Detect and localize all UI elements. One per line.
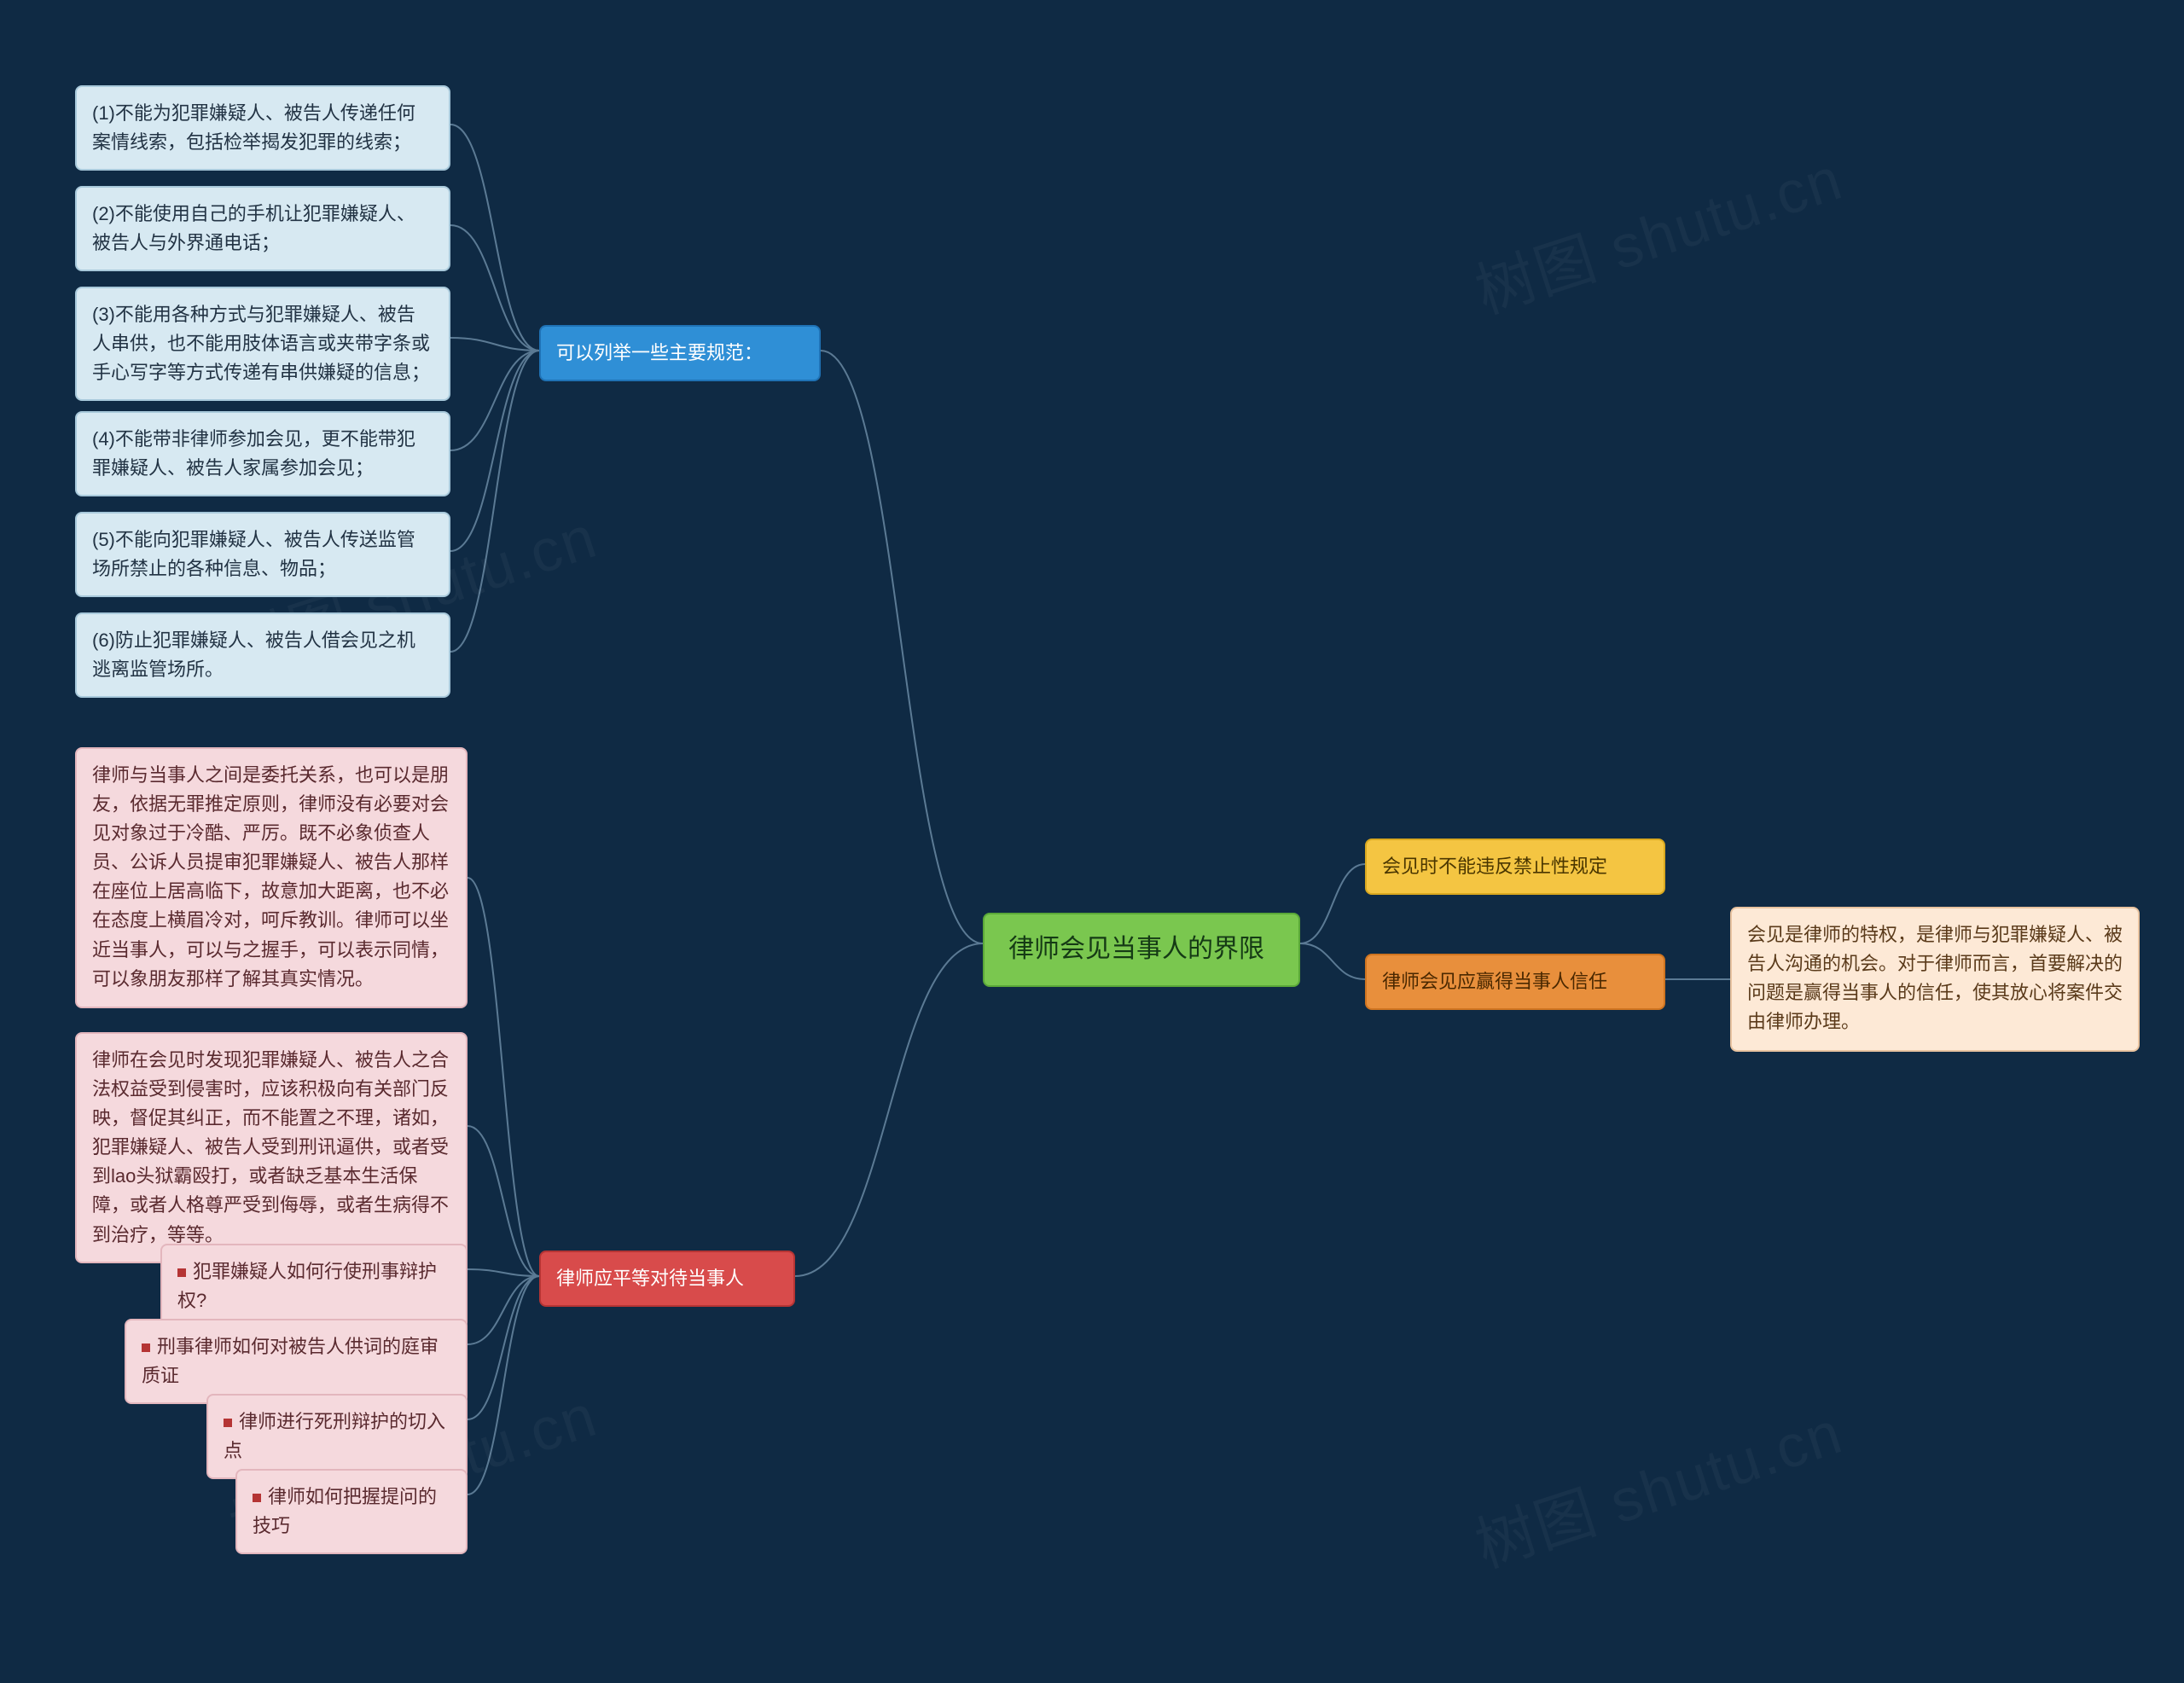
root-label: 律师会见当事人的界限 (1008, 935, 1264, 963)
l2a-label: 律师与当事人之间是委托关系，也可以是朋友，依据无罪推定原则，律师没有必要对会见对… (92, 764, 449, 989)
l1c: (3)不能用各种方式与犯罪嫌疑人、被告人串供，也不能用肢体语言或夹带字条或手心写… (75, 287, 450, 401)
l2d: 刑事律师如何对被告人供词的庭审质证 (125, 1319, 468, 1404)
l1c-label: (3)不能用各种方式与犯罪嫌疑人、被告人串供，也不能用肢体语言或夹带字条或手心写… (92, 304, 430, 383)
watermark: 树图 shutu.cn (1463, 131, 1851, 331)
l1: 可以列举一些主要规范： (539, 325, 821, 381)
l1e: (5)不能向犯罪嫌疑人、被告人传送监管场所禁止的各种信息、物品； (75, 512, 450, 597)
l2e-label: 律师进行死刑辩护的切入点 (224, 1411, 445, 1461)
r1: 会见时不能违反禁止性规定 (1365, 839, 1665, 895)
watermark: 树图 shutu.cn (1463, 1385, 1851, 1585)
l2f: 律师如何把握提问的技巧 (235, 1469, 468, 1554)
l1b-label: (2)不能使用自己的手机让犯罪嫌疑人、被告人与外界通电话； (92, 203, 415, 253)
l2a: 律师与当事人之间是委托关系，也可以是朋友，依据无罪推定原则，律师没有必要对会见对… (75, 747, 468, 1008)
l2: 律师应平等对待当事人 (539, 1251, 795, 1307)
bullet-icon (224, 1419, 232, 1427)
l2f-label: 律师如何把握提问的技巧 (253, 1486, 437, 1536)
r1-label: 会见时不能违反禁止性规定 (1382, 856, 1607, 877)
bullet-icon (142, 1343, 150, 1352)
l1a: (1)不能为犯罪嫌疑人、被告人传递任何案情线索，包括检举揭发犯罪的线索； (75, 85, 450, 171)
l1f-label: (6)防止犯罪嫌疑人、被告人借会见之机逃离监管场所。 (92, 630, 415, 680)
r2a-label: 会见是律师的特权，是律师与犯罪嫌疑人、被告人沟通的机会。对于律师而言，首要解决的… (1747, 924, 2123, 1032)
l1f: (6)防止犯罪嫌疑人、被告人借会见之机逃离监管场所。 (75, 612, 450, 698)
l2c-label: 犯罪嫌疑人如何行使刑事辩护权? (177, 1261, 437, 1311)
l1d: (4)不能带非律师参加会见，更不能带犯罪嫌疑人、被告人家属参加会见； (75, 411, 450, 496)
l2b: 律师在会见时发现犯罪嫌疑人、被告人之合法权益受到侵害时，应该积极向有关部门反映，… (75, 1032, 468, 1263)
r2: 律师会见应赢得当事人信任 (1365, 954, 1665, 1010)
l1e-label: (5)不能向犯罪嫌疑人、被告人传送监管场所禁止的各种信息、物品； (92, 529, 415, 579)
l1a-label: (1)不能为犯罪嫌疑人、被告人传递任何案情线索，包括检举揭发犯罪的线索； (92, 102, 415, 153)
root: 律师会见当事人的界限 (983, 913, 1300, 987)
l1-label: 可以列举一些主要规范： (556, 342, 763, 363)
l2c: 犯罪嫌疑人如何行使刑事辩护权? (160, 1244, 468, 1329)
r2a: 会见是律师的特权，是律师与犯罪嫌疑人、被告人沟通的机会。对于律师而言，首要解决的… (1730, 907, 2140, 1052)
bullet-icon (177, 1268, 186, 1277)
l1d-label: (4)不能带非律师参加会见，更不能带犯罪嫌疑人、被告人家属参加会见； (92, 428, 415, 479)
l2-label: 律师应平等对待当事人 (556, 1268, 744, 1289)
bullet-icon (253, 1494, 261, 1502)
l2d-label: 刑事律师如何对被告人供词的庭审质证 (142, 1336, 439, 1386)
l2e: 律师进行死刑辩护的切入点 (206, 1394, 468, 1479)
r2-label: 律师会见应赢得当事人信任 (1382, 971, 1607, 992)
l2b-label: 律师在会见时发现犯罪嫌疑人、被告人之合法权益受到侵害时，应该积极向有关部门反映，… (92, 1049, 449, 1245)
l1b: (2)不能使用自己的手机让犯罪嫌疑人、被告人与外界通电话； (75, 186, 450, 271)
